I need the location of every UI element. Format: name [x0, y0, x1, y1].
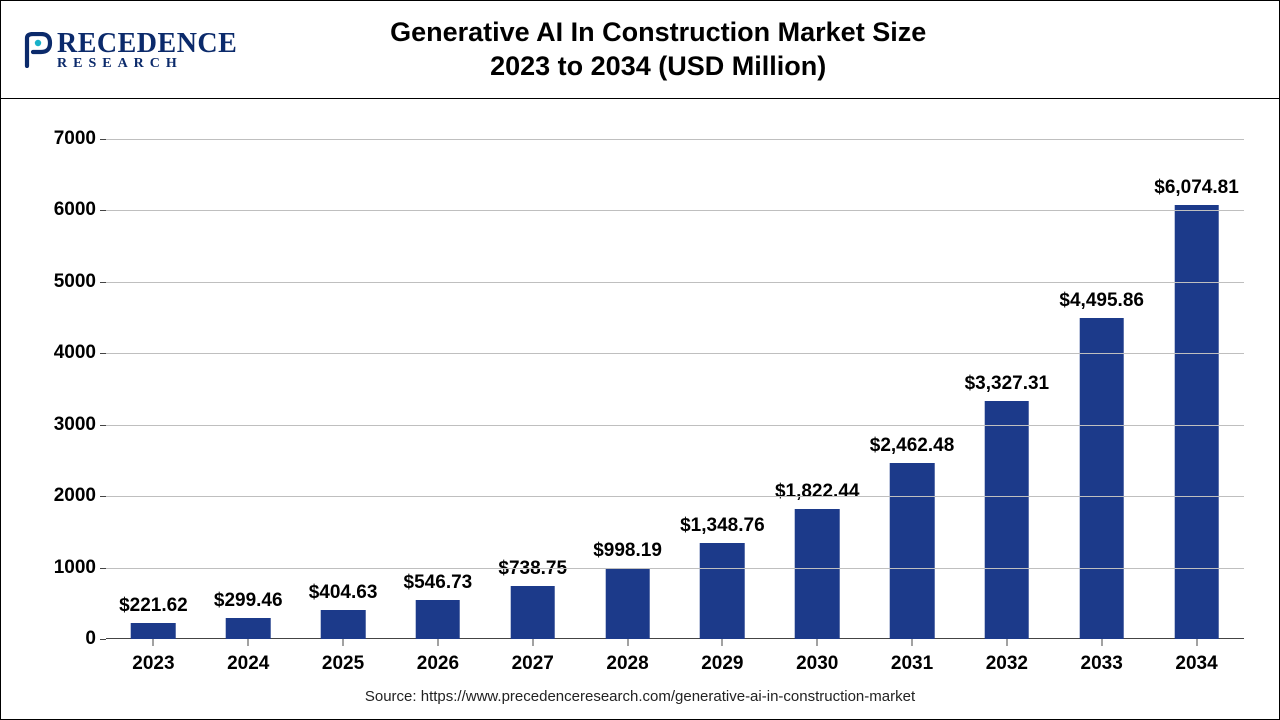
- bar-value-label: $221.62: [119, 595, 188, 617]
- bar-value-label: $299.46: [214, 590, 283, 612]
- y-tick-label: 3000: [54, 414, 106, 436]
- x-tick-mark: [722, 639, 723, 646]
- y-tick-mark: [100, 282, 106, 283]
- bar-value-label: $4,495.86: [1059, 290, 1144, 312]
- y-tick-mark: [100, 425, 106, 426]
- y-tick-mark: [100, 639, 106, 640]
- bar: [605, 568, 650, 639]
- y-tick-mark: [100, 353, 106, 354]
- bar: [1174, 205, 1219, 639]
- bar-value-label: $738.75: [498, 558, 567, 580]
- x-tick-mark: [343, 639, 344, 646]
- x-tick-mark: [817, 639, 818, 646]
- x-tick-mark: [153, 639, 154, 646]
- bar: [985, 401, 1030, 639]
- bar: [1079, 318, 1124, 639]
- bar-slot: $404.632025: [296, 139, 391, 639]
- brand-logo: RECEDENCE RESEARCH: [1, 28, 237, 72]
- x-tick-mark: [627, 639, 628, 646]
- header-row: RECEDENCE RESEARCH Generative AI In Cons…: [1, 1, 1279, 99]
- y-tick-label: 2000: [54, 485, 106, 507]
- grid-line: [106, 139, 1244, 140]
- bar-slot: $998.192028: [580, 139, 675, 639]
- bar-slot: $738.752027: [485, 139, 580, 639]
- x-tick-mark: [1006, 639, 1007, 646]
- y-tick-mark: [100, 210, 106, 211]
- bar: [321, 610, 366, 639]
- x-tick-mark: [532, 639, 533, 646]
- logo-brand-sub: RESEARCH: [57, 56, 237, 72]
- bar: [700, 543, 745, 639]
- bar-slot: $6,074.812034: [1149, 139, 1244, 639]
- chart-area: $221.622023$299.462024$404.632025$546.73…: [1, 99, 1279, 719]
- grid-line: [106, 496, 1244, 497]
- source-citation: Source: https://www.precedenceresearch.c…: [1, 688, 1279, 705]
- bar-value-label: $6,074.81: [1154, 177, 1239, 199]
- source-prefix: Source:: [365, 688, 421, 705]
- x-tick-mark: [437, 639, 438, 646]
- source-url: https://www.precedenceresearch.com/gener…: [421, 688, 915, 705]
- bar-value-label: $1,822.44: [775, 481, 860, 503]
- bar: [131, 623, 176, 639]
- bars-container: $221.622023$299.462024$404.632025$546.73…: [106, 139, 1244, 639]
- bar-value-label: $1,348.76: [680, 515, 765, 537]
- bar-slot: $546.732026: [390, 139, 485, 639]
- bar: [510, 586, 555, 639]
- bar-slot: $299.462024: [201, 139, 296, 639]
- bar-value-label: $998.19: [593, 540, 662, 562]
- bar-slot: $221.622023: [106, 139, 201, 639]
- title-line-1: Generative AI In Construction Market Siz…: [390, 17, 926, 47]
- grid-line: [106, 353, 1244, 354]
- logo-p-icon: [23, 32, 53, 68]
- bar-slot: $1,348.762029: [675, 139, 770, 639]
- x-tick-mark: [912, 639, 913, 646]
- y-tick-mark: [100, 568, 106, 569]
- bar-slot: $4,495.862033: [1054, 139, 1149, 639]
- bar: [890, 463, 935, 639]
- bar-value-label: $3,327.31: [965, 373, 1050, 395]
- title-line-2: 2023 to 2034 (USD Million): [490, 51, 826, 81]
- grid-line: [106, 568, 1244, 569]
- x-tick-mark: [1196, 639, 1197, 646]
- y-tick-label: 4000: [54, 342, 106, 364]
- bar-slot: $2,462.482031: [865, 139, 960, 639]
- grid-line: [106, 425, 1244, 426]
- bar: [795, 509, 840, 639]
- bar: [416, 600, 461, 639]
- x-tick-mark: [248, 639, 249, 646]
- y-tick-mark: [100, 139, 106, 140]
- y-tick-label: 6000: [54, 199, 106, 221]
- bar-value-label: $546.73: [404, 572, 473, 594]
- y-tick-label: 7000: [54, 128, 106, 150]
- x-tick-mark: [1101, 639, 1102, 646]
- bar-slot: $1,822.442030: [770, 139, 865, 639]
- bar-slot: $3,327.312032: [959, 139, 1054, 639]
- plot-region: $221.622023$299.462024$404.632025$546.73…: [106, 139, 1244, 639]
- bar: [226, 618, 271, 639]
- grid-line: [106, 210, 1244, 211]
- y-tick-label: 1000: [54, 557, 106, 579]
- chart-title: Generative AI In Construction Market Siz…: [237, 16, 1279, 84]
- bar-value-label: $2,462.48: [870, 435, 955, 457]
- bar-value-label: $404.63: [309, 582, 378, 604]
- chart-frame: RECEDENCE RESEARCH Generative AI In Cons…: [0, 0, 1280, 720]
- y-tick-label: 5000: [54, 271, 106, 293]
- grid-line: [106, 282, 1244, 283]
- y-tick-mark: [100, 496, 106, 497]
